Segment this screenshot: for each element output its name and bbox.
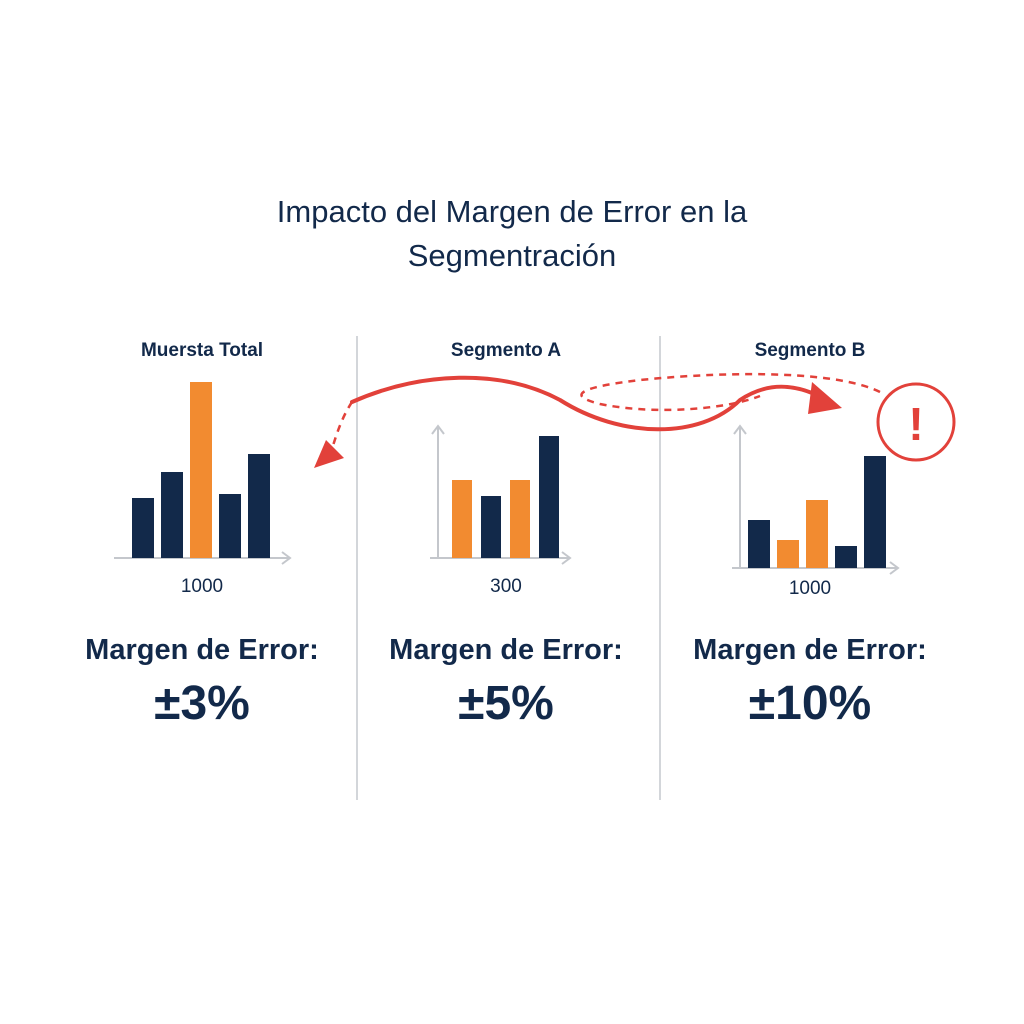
chart-bar [132,498,154,558]
chart-bar [452,480,472,558]
title-line-1: Impacto del Margen de Error en la [276,194,748,229]
chart-bar [864,456,886,568]
sample-size-label: 300 [490,576,522,597]
chart-bar [481,496,501,558]
panel-title: Segmento A [450,340,562,361]
panel-title: Segmento B [754,340,866,361]
column-divider-right [659,336,661,800]
x-axis-arrow-icon [281,551,292,565]
chart-bar [248,454,270,558]
x-axis-arrow-icon [561,551,572,565]
panel-title: Muersta Total [140,340,264,361]
chart-bar [219,494,241,558]
chart-bar [748,520,770,568]
chart-bar [835,546,857,568]
bar-chart-total-sample [114,382,292,565]
margin-of-error-value: ±3% [154,677,250,730]
chart-bar [539,436,559,558]
panel-segment-a: Segmento A 300 Margen de Error: ±5% [356,330,656,750]
panel-segment-b: Segmento B 1000 Margen de Error: ±10% [660,330,960,750]
margin-of-error-label: Margen de Error: [85,634,319,666]
margin-of-error-value: ±5% [458,677,554,730]
sample-size-label: 1000 [788,578,832,599]
margin-of-error-value: ±10% [748,677,872,730]
title-line-2: Segmentración [407,238,617,273]
chart-bar [777,540,799,568]
panel-total-sample: Muersta Total 1000 Margen de Error: ±3% [52,330,352,750]
page-title: Impacto del Margen de Error en la Segmen… [0,190,1024,278]
x-axis-arrow-icon [889,561,900,575]
chart-bar [161,472,183,558]
bar-chart-segment-a [430,424,572,565]
sample-size-label: 1000 [180,576,224,597]
bar-chart-segment-b [732,424,900,575]
chart-bar [806,500,828,568]
chart-bar [190,382,212,558]
margin-of-error-label: Margen de Error: [389,634,623,666]
column-divider-left [356,336,358,800]
chart-bar [510,480,530,558]
margin-of-error-label: Margen de Error: [693,634,927,666]
